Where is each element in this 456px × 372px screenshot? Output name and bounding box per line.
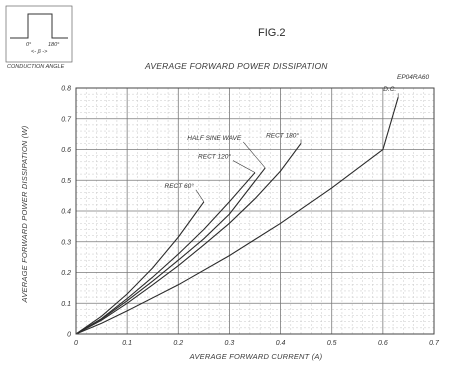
- inset-frame: [5, 5, 73, 63]
- curve-d-c: [75, 97, 399, 335]
- x-tick-label: 0.6: [378, 340, 388, 347]
- inset-angle-end: 180°: [48, 42, 60, 48]
- x-tick-label: 0: [74, 340, 78, 347]
- y-tick-label: 0.4: [61, 209, 71, 216]
- y-tick-label: 0.8: [61, 86, 71, 93]
- x-tick-label: 0.3: [225, 340, 235, 347]
- inset-beta: <- β ->: [31, 49, 48, 55]
- curves: [75, 97, 399, 335]
- x-axis-title: AVERAGE FORWARD CURRENT (A): [189, 352, 323, 361]
- curve-rect-180: [75, 143, 302, 335]
- chart-title: AVERAGE FORWARD POWER DISSIPATION: [144, 61, 328, 71]
- curve-rect-120: [75, 172, 256, 335]
- x-tick-label: 0.2: [173, 340, 183, 347]
- y-tick-label: 0.2: [61, 270, 71, 277]
- x-tick-label: 0.4: [276, 340, 286, 347]
- annotation-leader: [195, 189, 205, 202]
- y-tick-label: 0.6: [61, 147, 71, 154]
- y-tick-label: 0.7: [61, 116, 72, 123]
- annotation-leader: [242, 141, 266, 169]
- tick-labels: 0 0.1 0.2 0.3 0.4 0.5 0.6 0.7 0 0.1 0.2 0.3 0.4 0.5 0.…: [61, 86, 440, 348]
- conduction-angle-inset: 0° 180° <- β -> CONDUCTION ANGLE: [5, 5, 73, 70]
- inset-waveform: [10, 13, 68, 39]
- curve-half-sine-wave: [75, 167, 266, 335]
- annotation-half-sine-wave: HALF SINE WAVE: [187, 135, 242, 142]
- annotation-rect-120: RECT 120°: [198, 153, 231, 161]
- inset-angle-start: 0°: [26, 42, 32, 48]
- x-tick-label: 0.7: [429, 340, 440, 347]
- x-tick-label: 0.1: [122, 340, 132, 347]
- curve-annotations: RECT 60° RECT 120° HALF SINE WAVE RECT 180°…: [165, 86, 399, 202]
- y-axis-title: AVERAGE FORWARD POWER DISSIPATION (W): [20, 125, 29, 303]
- annotation-leader: [232, 160, 256, 173]
- y-tick-label: 0.1: [61, 301, 71, 308]
- annotation-rect-60: RECT 60°: [165, 182, 195, 190]
- x-tick-label: 0.5: [327, 340, 337, 347]
- plot-frame: [75, 87, 435, 335]
- y-tick-label: 0.5: [61, 178, 71, 185]
- plot-area: 0 0.1 0.2 0.3 0.4 0.5 0.6 0.7 0 0.1 0.2 0.3 0.4 0.5 0.…: [61, 86, 440, 348]
- part-label: EP04RA60: [397, 74, 430, 81]
- y-tick-label: 0.3: [61, 239, 71, 246]
- annotation-rect-180: RECT 180°: [266, 131, 299, 139]
- y-tick-label: 0: [67, 332, 71, 339]
- inset-caption: CONDUCTION ANGLE: [7, 64, 65, 70]
- curve-rect-60: [75, 201, 205, 335]
- figure-label: FIG.2: [258, 27, 286, 39]
- annotation-d-c: D.C.: [383, 86, 396, 93]
